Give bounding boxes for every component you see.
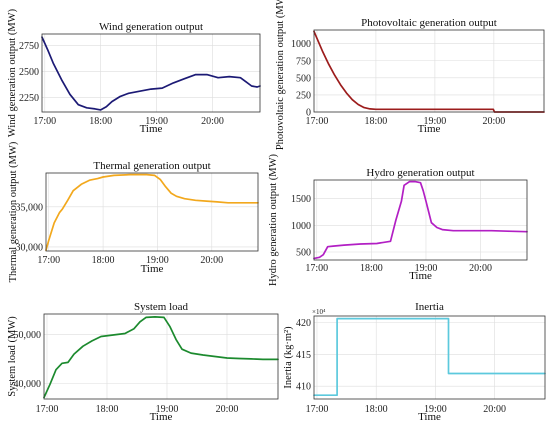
- load-gridlines: [44, 314, 278, 399]
- hydro-x-axis-label: Time: [409, 270, 432, 282]
- thermal-plot-frame: [45, 172, 259, 252]
- inertia-xtick-label: 17:00: [306, 404, 329, 415]
- wind-ytick-label: 2250: [19, 93, 39, 104]
- inertia-chart: 17:00 18:00 19:00 20:00 410 415 420 Inertia Time…: [283, 301, 546, 423]
- hydro-series-line: [313, 180, 528, 260]
- thermal-xtick-label: 19:00: [146, 255, 169, 266]
- pv-xtick-label: 18:00: [365, 116, 388, 127]
- load-ytick-label: 40,000: [14, 379, 42, 390]
- load-xtick-label: 20:00: [216, 404, 239, 415]
- hydro-gridlines: [314, 180, 527, 260]
- load-x-axis-label: Time: [150, 411, 173, 423]
- inertia-gridlines: [314, 316, 545, 399]
- inertia-plot-frame: [313, 315, 546, 400]
- pv-ytick-label: 1000: [291, 39, 311, 50]
- hydro-chart-title: Hydro generation output: [366, 167, 474, 179]
- wind-ytick-label: 2750: [19, 41, 39, 52]
- pv-series-line: [313, 30, 545, 113]
- wind-gridlines: [42, 34, 260, 112]
- load-xtick-label: 17:00: [36, 404, 59, 415]
- inertia-y-axis-label: Inertia (kg·m²): [283, 326, 294, 389]
- wind-ytick-label: 2500: [19, 67, 39, 78]
- hydro-chart: 17:00 18:00 19:00 20:00 500 1000 1500 Hydro gen…: [268, 153, 528, 286]
- hydro-y-axis-label: Hydro generation output (MW): [268, 153, 279, 286]
- thermal-series-line: [45, 173, 259, 252]
- wind-xtick-label: 19:00: [145, 116, 168, 127]
- load-y-axis-label: System load (MW): [7, 316, 18, 397]
- thermal-chart-title: Thermal generation output: [93, 160, 210, 172]
- pv-xtick-label: 19:00: [424, 116, 447, 127]
- wind-xtick-label: 17:00: [33, 116, 56, 127]
- wind-y-axis-label: Wind generation output (MW): [7, 8, 18, 137]
- thermal-ytick-label: 30,000: [16, 242, 44, 253]
- load-series-line: [43, 316, 279, 399]
- pv-ytick-label: 0: [306, 108, 311, 119]
- pv-gridlines: [314, 30, 544, 113]
- wind-x-axis-label: Time: [140, 123, 163, 135]
- pv-ytick-label: 750: [296, 56, 311, 67]
- inertia-xtick-label: 18:00: [365, 404, 388, 415]
- thermal-gridlines: [46, 173, 258, 251]
- load-plot-frame: [43, 313, 279, 400]
- thermal-xtick-label: 17:00: [37, 255, 60, 266]
- inertia-ytick-label: 420: [296, 318, 311, 329]
- hydro-plot-frame: [313, 179, 528, 261]
- load-xtick-label: 19:00: [156, 404, 179, 415]
- inertia-ytick-label: 415: [296, 350, 311, 361]
- hydro-xtick-label: 17:00: [305, 263, 328, 274]
- pv-plot-frame: [313, 29, 545, 113]
- thermal-xtick-label: 18:00: [92, 255, 115, 266]
- thermal-xtick-label: 20:00: [200, 255, 223, 266]
- pv-xtick-label: 17:00: [306, 116, 329, 127]
- load-xtick-label: 18:00: [96, 404, 119, 415]
- wind-plot-frame: [41, 33, 261, 113]
- wind-series-line: [41, 36, 261, 111]
- inertia-xtick-label: 20:00: [483, 404, 506, 415]
- inertia-chart-title: Inertia: [415, 301, 444, 313]
- pv-ytick-label: 500: [296, 73, 311, 84]
- hydro-ytick-label: 1000: [291, 221, 311, 232]
- inertia-axis-multiplier: ×10⁴: [312, 308, 326, 316]
- inertia-xtick-label: 19:00: [424, 404, 447, 415]
- pv-chart-title: Photovoltaic generation output: [361, 17, 497, 29]
- inertia-series-line: [313, 317, 546, 397]
- hydro-xtick-label: 20:00: [469, 263, 492, 274]
- thermal-y-axis-label: Thermal generation output (MW): [8, 141, 19, 282]
- inertia-ytick-label: 410: [296, 382, 311, 393]
- load-chart-title: System load: [134, 301, 189, 313]
- pv-y-axis-label: Photovoltaic generation output (MW): [275, 0, 286, 150]
- inertia-x-axis-label: Time: [418, 411, 441, 423]
- wind-xtick-label: 18:00: [89, 116, 112, 127]
- hydro-xtick-label: 19:00: [415, 263, 438, 274]
- wind-xtick-label: 20:00: [201, 116, 224, 127]
- load-ytick-label: 50,000: [14, 330, 42, 341]
- thermal-chart: 17:00 18:00 19:00 20:0030,00035,000Thermal …: [8, 141, 259, 282]
- pv-ytick-label: 250: [296, 90, 311, 101]
- thermal-ytick-label: 35,000: [16, 202, 44, 213]
- pv-xtick-label: 20:00: [482, 116, 505, 127]
- hydro-ytick-label: 500: [296, 248, 311, 259]
- wind-chart-title: Wind generation output: [99, 21, 203, 33]
- thermal-x-axis-label: Time: [141, 263, 164, 275]
- hydro-xtick-label: 18:00: [360, 263, 383, 274]
- hydro-ytick-label: 1500: [291, 194, 311, 205]
- pv-x-axis-label: Time: [418, 123, 441, 135]
- pv-chart: 17:00 18:00 19:00 20:00 0 250 500 750 1000 Photov…: [275, 0, 545, 150]
